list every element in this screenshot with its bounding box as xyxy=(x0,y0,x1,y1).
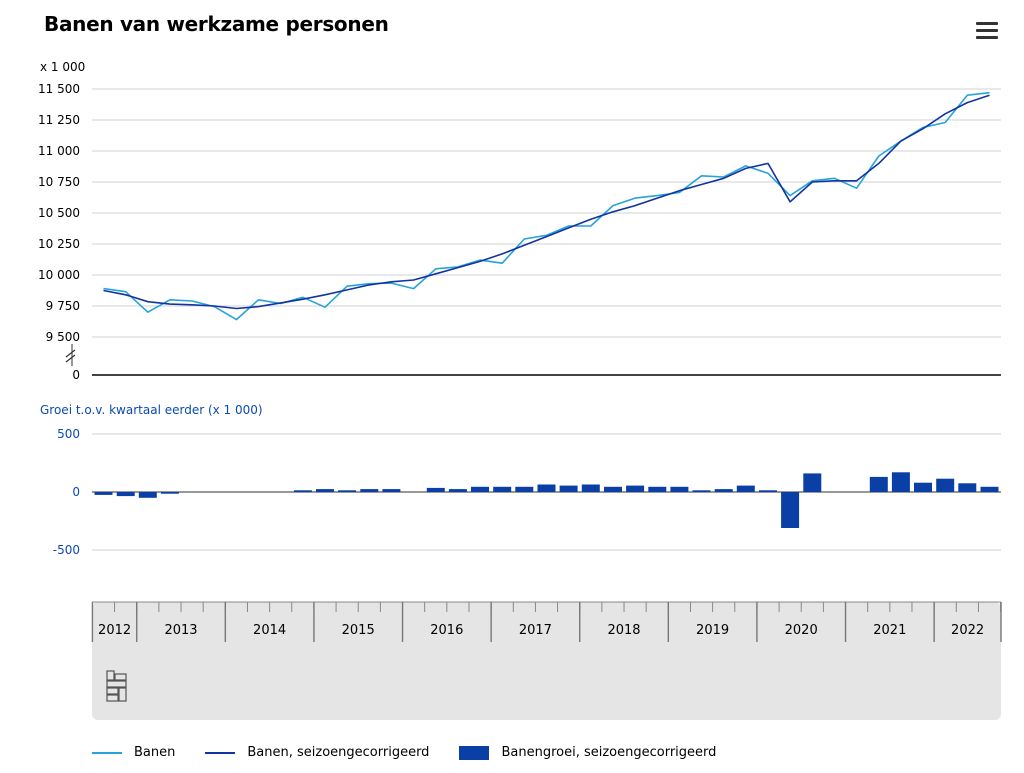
growth-bar xyxy=(471,486,489,492)
growth-bar xyxy=(360,489,379,492)
x-tick-label: 2022 xyxy=(951,623,984,638)
x-tick-label: 2019 xyxy=(696,623,729,638)
legend-label-growth: Banengroei, seizoengecorrigeerd xyxy=(501,745,717,760)
y-tick-label: 9 500 xyxy=(46,330,80,344)
gridlines xyxy=(92,88,1001,551)
growth-bar xyxy=(980,486,999,492)
y-tick-label: 11 500 xyxy=(38,82,80,96)
x-tick-label: 2015 xyxy=(342,623,375,638)
growth-bar xyxy=(338,490,357,492)
legend-label-banen-sa: Banen, seizoengecorrigeerd xyxy=(247,745,430,760)
x-tick-label: 2013 xyxy=(164,623,197,638)
y-tick-label: 10 000 xyxy=(38,268,80,282)
growth-bar xyxy=(515,486,534,492)
y-tick-label: 10 500 xyxy=(38,206,80,220)
growth-bar xyxy=(781,492,800,528)
growth-bar xyxy=(803,473,822,492)
unit-label: x 1 000 xyxy=(40,60,85,74)
growth-bar xyxy=(493,486,512,492)
cbs-logo xyxy=(106,670,127,702)
growth-bars xyxy=(94,472,999,528)
growth-bar xyxy=(293,490,312,492)
growth-bar xyxy=(891,472,910,492)
y-tick-label: 0 xyxy=(72,368,80,382)
growth-bar xyxy=(138,492,157,498)
series-line-banen xyxy=(103,91,990,321)
y-tick-label: 11 250 xyxy=(38,113,80,127)
growth-bar xyxy=(736,485,755,492)
growth-bar xyxy=(958,483,977,492)
legend: Banen Banen, seizoengecorrigeerd Banengr… xyxy=(92,745,746,760)
y-tick-label: 9 750 xyxy=(46,299,80,313)
legend-item-growth[interactable]: Banengroei, seizoengecorrigeerd xyxy=(459,745,716,760)
growth-bar xyxy=(604,486,622,492)
growth-bar xyxy=(869,476,888,492)
growth-bar xyxy=(914,482,932,492)
legend-item-banen[interactable]: Banen xyxy=(92,745,175,760)
series-line-banen-sa xyxy=(103,94,990,310)
y-tick-label: 10 250 xyxy=(38,237,80,251)
growth-bar xyxy=(936,478,955,492)
x-tick-label: 2021 xyxy=(873,623,906,638)
growth-bar xyxy=(426,487,445,492)
growth-axis-title: Groei t.o.v. kwartaal eerder (x 1 000) xyxy=(40,403,263,417)
legend-item-banen-sa[interactable]: Banen, seizoengecorrigeerd xyxy=(205,745,429,760)
growth-bar xyxy=(559,485,578,492)
growth-bar xyxy=(160,492,179,494)
growth-bar xyxy=(648,486,667,492)
y-tick-label: 11 000 xyxy=(38,144,80,158)
growth-bar xyxy=(116,492,135,497)
growth-y-tick-label: 500 xyxy=(57,427,80,441)
growth-bar xyxy=(692,490,711,492)
growth-bar xyxy=(94,492,113,495)
time-axis: 2012 2013 2014 2015 2016 2017 2018 2019 2020 2021… xyxy=(91,601,1002,642)
axis-break-icon xyxy=(65,349,76,363)
growth-bar xyxy=(626,485,645,492)
growth-bar xyxy=(316,489,334,492)
tick-labels: 11 500 11 250 11 000 10 750 10 500 10 250 10 0… xyxy=(38,82,80,557)
x-tick-label: 2020 xyxy=(785,623,818,638)
legend-swatch-growth xyxy=(459,745,490,760)
legend-swatch-banen xyxy=(92,751,122,754)
chart-title: Banen van werkzame personen xyxy=(44,12,389,36)
growth-bar xyxy=(670,486,689,492)
growth-y-tick-label: -500 xyxy=(53,543,80,557)
x-tick-label: 2016 xyxy=(430,623,463,638)
growth-y-tick-label: 0 xyxy=(72,485,80,499)
growth-bar xyxy=(714,489,733,492)
growth-bar xyxy=(448,489,467,492)
growth-bar xyxy=(382,489,401,492)
x-tick-label: 2018 xyxy=(607,623,640,638)
x-tick-label: 2017 xyxy=(519,623,552,638)
hamburger-menu-icon[interactable] xyxy=(976,22,998,40)
legend-swatch-banen-sa xyxy=(205,751,236,754)
growth-bar xyxy=(759,490,777,492)
x-tick-label: 2014 xyxy=(253,623,286,638)
x-tick-label: 2012 xyxy=(98,623,131,638)
line-series xyxy=(103,91,990,321)
legend-label-banen: Banen xyxy=(134,745,176,760)
footer-band xyxy=(92,602,1001,720)
y-tick-label: 10 750 xyxy=(38,175,80,189)
growth-bar xyxy=(537,484,556,492)
growth-bar xyxy=(581,484,600,492)
